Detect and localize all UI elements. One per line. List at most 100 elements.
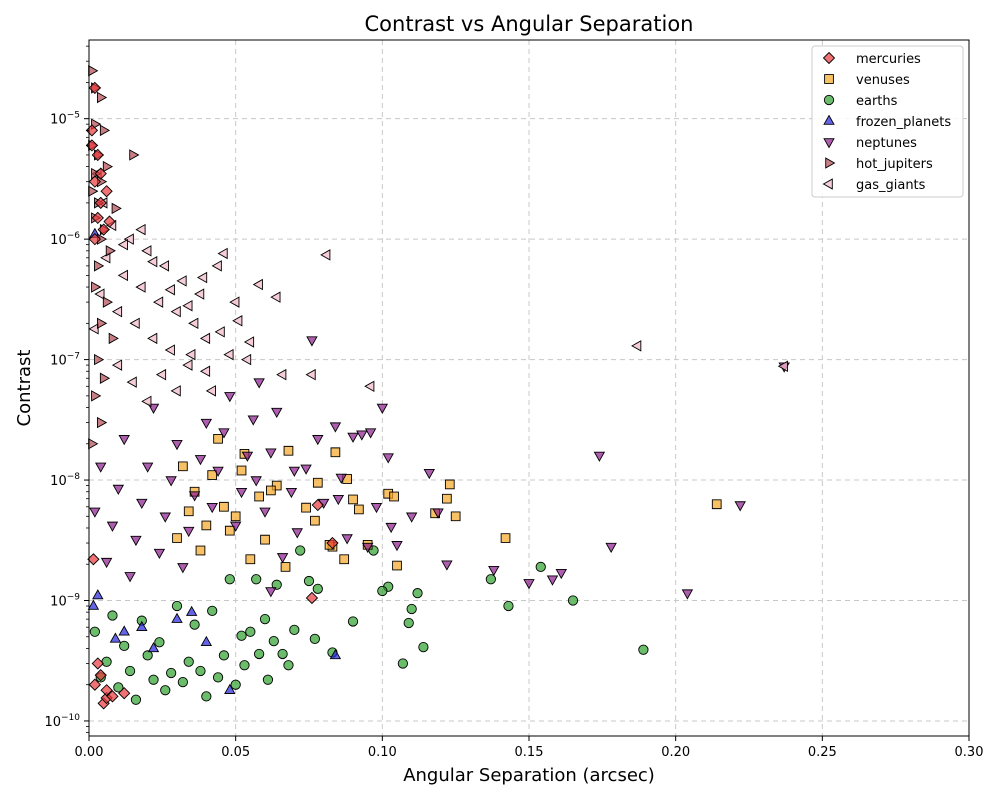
data-point [182,300,193,312]
data-point [172,533,182,543]
data-point [259,614,271,625]
data-point [119,640,130,652]
data-point [329,648,342,660]
data-point [103,215,116,228]
legend-marker [823,94,835,106]
data-point [288,466,301,477]
data-point [305,368,316,381]
data-point [253,378,265,389]
series-venuses [172,433,722,572]
data-point [129,149,140,161]
data-point [270,291,281,303]
data-point [89,626,100,637]
data-point [164,344,175,356]
data-point [236,465,247,476]
data-point [370,503,383,514]
data-point [194,455,207,466]
data-point [91,148,104,162]
data-point [185,348,196,361]
data-point [102,160,114,173]
data-point [224,574,235,585]
data-point [405,512,418,523]
data-point [259,507,271,518]
data-point [280,562,291,572]
x-tick-label: 0.05 [221,745,250,760]
y-tick-label: 10−10 [44,713,80,730]
data-point [107,610,118,621]
data-point [364,380,375,393]
data-point [87,553,100,566]
data-point [239,660,250,671]
data-point [183,506,194,517]
data-point [188,491,201,502]
data-point [141,245,152,257]
data-point [183,526,195,538]
data-point [176,275,187,287]
data-point [423,468,435,480]
data-point [283,445,294,456]
data-point [289,624,300,636]
data-point [118,435,130,446]
y-tick-label: 10−8 [50,472,80,489]
data-point [200,635,213,647]
data-point [291,528,303,539]
data-point [219,501,229,512]
data-point [271,407,283,419]
data-point [224,525,235,536]
data-point [356,430,368,441]
data-point [442,493,452,504]
data-point [130,535,142,547]
data-point [91,281,102,293]
data-point [94,196,107,210]
data-point [332,494,345,506]
data-point [348,494,358,505]
data-point [153,548,166,559]
legend-box [811,45,964,198]
data-point [389,491,399,502]
data-point [158,260,170,272]
data-point [94,669,107,682]
data-point [213,433,223,444]
legend-label: hot_jupiters [856,157,933,172]
data-point [100,684,113,697]
data-point [89,507,101,518]
data-point [185,605,198,616]
data-point [147,332,158,345]
data-point [335,473,347,484]
data-point [777,360,788,372]
data-point [178,461,188,472]
data-point [285,487,298,499]
data-point [135,223,146,236]
data-point [135,281,146,293]
data-point [154,637,165,648]
data-point [99,372,111,384]
x-tick-label: 0.10 [368,745,397,760]
data-point [254,491,264,502]
axis-ticks: 0.00 0.05 0.10 0.15 0.20 0.25 0.30 10−10 10−9 10−… [44,45,983,760]
legend-label: venuses [856,73,910,88]
y-tick-label: 10−9 [50,592,80,609]
data-point [245,554,256,565]
data-point [87,599,100,610]
data-point [171,600,183,612]
data-point [311,498,324,512]
data-point [95,462,107,473]
data-point [681,589,694,600]
data-point [96,317,108,330]
data-point [412,588,423,599]
data-point [236,630,247,641]
data-point [195,545,206,556]
data-point [382,453,394,464]
data-point [94,353,105,366]
y-axis-label: Contrast [14,350,35,427]
legend-label: frozen_planets [856,115,951,130]
legend-label: mercuries [856,52,921,67]
legend-marker [825,157,836,169]
data-point [295,545,306,556]
data-point [171,612,183,623]
data-point [100,557,113,569]
data-point [391,541,403,552]
data-point [117,269,128,282]
data-point [106,521,119,532]
data-point [283,660,294,671]
